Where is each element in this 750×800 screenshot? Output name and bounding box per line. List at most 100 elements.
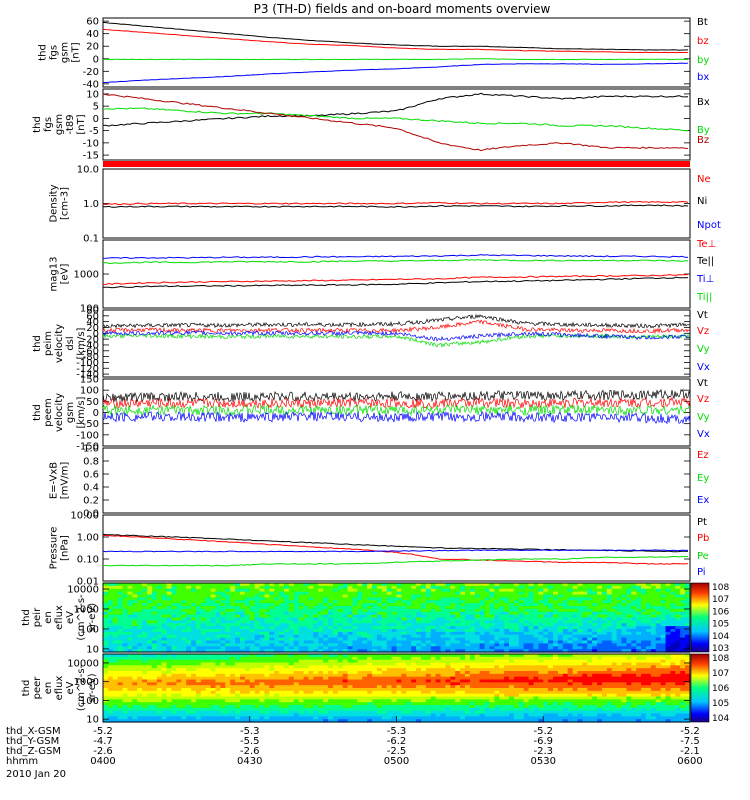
heatmap-cell <box>279 688 285 692</box>
heatmap-cell <box>411 631 417 636</box>
heatmap-cell <box>450 597 456 601</box>
heatmap-cell <box>328 591 334 596</box>
heatmap-cell <box>440 679 447 683</box>
heatmap-cell <box>381 600 388 604</box>
heatmap-cell <box>156 659 163 664</box>
heatmap-cell <box>509 649 515 653</box>
heatmap-cell <box>553 597 559 601</box>
heatmap-cell <box>293 588 300 593</box>
heatmap-cell <box>372 682 378 686</box>
heatmap-cell <box>416 583 422 587</box>
heatmap-cell <box>117 606 124 610</box>
heatmap-cell <box>685 620 691 624</box>
heatmap-cell <box>430 705 437 709</box>
heatmap-cell <box>103 673 109 678</box>
heatmap-cell <box>670 626 676 630</box>
heatmap-cell <box>401 696 407 700</box>
heatmap-cell <box>469 659 476 664</box>
heatmap-cell <box>103 585 109 590</box>
heatmap-cell <box>156 623 163 627</box>
heatmap-cell <box>425 643 432 647</box>
heatmap-cell <box>641 603 647 607</box>
heatmap-cell <box>293 702 300 706</box>
heatmap-cell <box>137 583 143 587</box>
heatmap-cell <box>504 617 510 621</box>
heatmap-cell <box>210 659 217 664</box>
heatmap-cell <box>328 640 334 644</box>
heatmap-cell <box>347 676 354 681</box>
heatmap-cell <box>342 606 349 610</box>
heatmap-cell <box>200 716 207 720</box>
heatmap-cell <box>533 631 539 636</box>
heatmap-cell <box>455 591 461 596</box>
heatmap-cell <box>567 600 574 604</box>
heatmap-cell <box>445 668 451 672</box>
heatmap-cell <box>156 649 163 653</box>
heatmap-cell <box>347 710 354 715</box>
heatmap-cell <box>352 591 358 596</box>
heatmap-cell <box>523 588 530 593</box>
heatmap-cell <box>597 649 603 653</box>
heatmap-cell <box>288 603 295 607</box>
heatmap-cell <box>460 679 466 683</box>
heatmap-cell <box>469 626 476 630</box>
heatmap-cell <box>460 649 466 653</box>
heatmap-cell <box>264 614 270 619</box>
heatmap-cell <box>425 662 432 666</box>
heatmap-cell <box>210 623 217 627</box>
heatmap-cell <box>142 594 148 598</box>
series-Vy-line <box>102 332 691 348</box>
heatmap-cell <box>357 637 363 642</box>
heatmap-cell <box>420 640 427 644</box>
heatmap-cell <box>303 626 310 630</box>
heatmap-cell <box>631 629 637 633</box>
heatmap-cell <box>406 707 412 712</box>
heatmap-cell <box>191 594 197 598</box>
heatmap-cell <box>342 654 349 658</box>
heatmap-cell <box>386 716 393 720</box>
heatmap-cell <box>582 608 588 613</box>
heatmap-cell <box>450 656 456 661</box>
heatmap-cell <box>420 707 427 712</box>
heatmap-cell <box>592 620 598 624</box>
heatmap-cell <box>313 600 319 604</box>
heatmap-cell <box>195 631 202 636</box>
heatmap-cell <box>606 629 613 633</box>
heatmap-cell <box>445 685 451 689</box>
heatmap-cell <box>631 631 637 636</box>
heatmap-cell <box>464 623 471 627</box>
heatmap-cell <box>577 608 583 613</box>
heatmap-cell <box>411 637 417 642</box>
heatmap-cell <box>587 600 593 604</box>
heatmap-cell <box>298 606 305 610</box>
heatmap-cell <box>406 690 412 695</box>
heatmap-cell <box>494 597 500 601</box>
heatmap-cell <box>269 702 275 706</box>
heatmap-cell <box>269 606 275 610</box>
heatmap-cell <box>151 611 158 616</box>
heatmap-cell <box>103 620 109 624</box>
heatmap-cell <box>186 646 192 650</box>
heatmap-cell <box>156 702 163 706</box>
heatmap-cell <box>323 646 329 650</box>
heatmap-cell <box>220 662 226 666</box>
heatmap-cell <box>156 588 163 593</box>
heatmap-cell <box>210 606 217 610</box>
heatmap-cell <box>548 594 554 598</box>
heatmap-cell <box>523 585 530 590</box>
heatmap-cell <box>372 665 378 669</box>
heatmap-cell <box>122 668 129 672</box>
heatmap-cell <box>464 696 471 700</box>
heatmap-cell <box>685 608 691 613</box>
heatmap-cell <box>494 583 500 587</box>
heatmap-cell <box>362 696 368 700</box>
heatmap-cell <box>411 626 417 630</box>
heatmap-cell <box>332 654 339 658</box>
heatmap-cell <box>645 585 652 590</box>
heatmap-cell <box>166 676 173 681</box>
heatmap-cell <box>230 629 236 633</box>
heatmap-cell <box>440 591 447 596</box>
heatmap-cell <box>308 620 314 624</box>
heatmap-cell <box>122 654 129 658</box>
heatmap-cell <box>499 614 505 619</box>
